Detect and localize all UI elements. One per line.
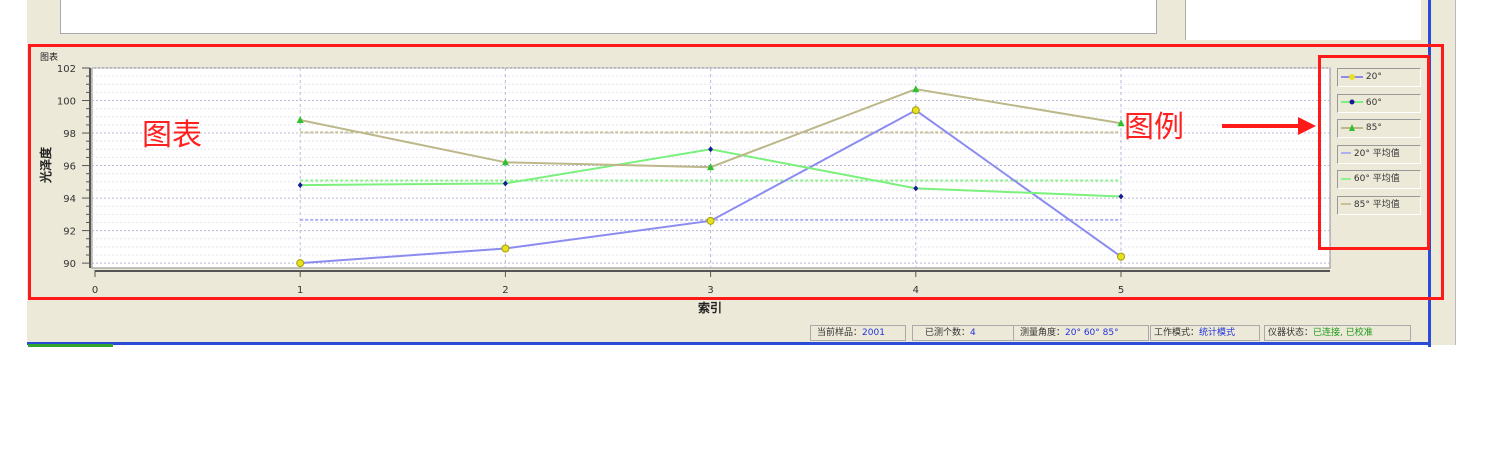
status-value: 20° 60° 85° xyxy=(1065,328,1119,338)
status-label: 测量角度： xyxy=(1020,328,1066,338)
legend-swatch-icon xyxy=(1341,152,1351,154)
x-tick-label: 1 xyxy=(297,285,303,296)
chart-highlight-frame xyxy=(28,44,1444,300)
y-tick-label: 102 xyxy=(57,64,76,75)
status-label: 当前样品： xyxy=(817,328,863,338)
y-tick-label: 92 xyxy=(63,227,76,238)
data-point-1 xyxy=(297,182,303,189)
status-work-mode: 工作模式：统计模式 xyxy=(1150,325,1260,341)
legend-swatch-icon xyxy=(1341,177,1351,180)
top-right-panel xyxy=(1185,0,1421,40)
data-point-2 xyxy=(501,158,509,166)
legend-item[interactable]: 85° xyxy=(1337,119,1421,138)
status-device: 仪器状态：已连接, 已校准 xyxy=(1264,325,1411,341)
legend-swatch-icon xyxy=(1341,73,1363,80)
data-point-0 xyxy=(706,216,715,225)
x-tick-label: 4 xyxy=(913,285,919,296)
window-border-bottom xyxy=(27,342,1431,345)
y-tick-label: 98 xyxy=(63,129,76,140)
x-tick-label: 3 xyxy=(707,285,713,296)
status-measured-count: 已测个数：4 xyxy=(912,325,1018,341)
annotation-legend-label: 图例 xyxy=(1124,110,1184,145)
status-label: 工作模式： xyxy=(1154,328,1200,338)
x-tick-label: 0 xyxy=(92,285,98,296)
legend-swatch-icon xyxy=(1341,203,1351,205)
data-point-0 xyxy=(501,244,510,253)
status-angles: 测量角度：20° 60° 85° xyxy=(1013,325,1149,341)
status-value: 2001 xyxy=(862,328,885,338)
status-value: 已连接, 已校准 xyxy=(1313,328,1373,338)
status-label: 已测个数： xyxy=(925,328,971,338)
legend-swatch-icon xyxy=(1341,99,1363,105)
legend-item[interactable]: 85° 平均值 xyxy=(1337,195,1421,215)
legend-swatch-icon xyxy=(1341,123,1363,131)
legend-item[interactable]: 20° 平均值 xyxy=(1337,144,1421,164)
data-point-0 xyxy=(911,106,920,115)
data-point-2 xyxy=(912,85,920,93)
legend-label: 20° xyxy=(1365,72,1382,82)
y-tick-label: 96 xyxy=(63,162,76,173)
y-tick-label: 94 xyxy=(63,194,76,205)
status-value: 统计模式 xyxy=(1199,328,1236,338)
data-point-1 xyxy=(502,180,508,187)
status-value: 4 xyxy=(970,328,976,338)
data-point-0 xyxy=(1117,252,1125,261)
legend-label: 85° xyxy=(1365,123,1382,133)
data-point-2 xyxy=(707,163,715,171)
status-current-sample: 当前样品：2001 xyxy=(810,325,906,341)
y-tick-label: 100 xyxy=(57,97,76,108)
legend-item[interactable]: 20° xyxy=(1337,68,1421,87)
legend-label: 60° 平均值 xyxy=(1353,174,1400,184)
data-point-2 xyxy=(1117,119,1125,127)
x-tick-label: 5 xyxy=(1118,285,1124,296)
legend-label: 85° 平均值 xyxy=(1353,199,1400,210)
progress-indicator xyxy=(28,344,113,347)
legend-label: 20° 平均值 xyxy=(1353,148,1400,159)
data-point-1 xyxy=(708,146,714,153)
data-point-2 xyxy=(296,116,304,124)
chart-panel-title: 图表 xyxy=(40,53,59,63)
legend-label: 60° xyxy=(1365,97,1382,108)
x-tick-label: 2 xyxy=(502,285,508,296)
status-label: 仪器状态： xyxy=(1268,328,1314,338)
y-tick-label: 90 xyxy=(63,259,76,270)
x-axis-label: 索引 xyxy=(698,300,722,315)
data-point-0 xyxy=(296,259,305,268)
top-content-panel xyxy=(60,0,1157,34)
y-axis-label: 光泽度 xyxy=(38,146,53,184)
legend-item[interactable]: 60° xyxy=(1337,93,1421,113)
legend-highlight-frame xyxy=(1318,55,1430,250)
data-point-1 xyxy=(1118,193,1124,200)
annotation-chart-label: 图表 xyxy=(142,118,202,153)
data-point-1 xyxy=(913,185,919,192)
legend-item[interactable]: 60° 平均值 xyxy=(1337,170,1421,189)
